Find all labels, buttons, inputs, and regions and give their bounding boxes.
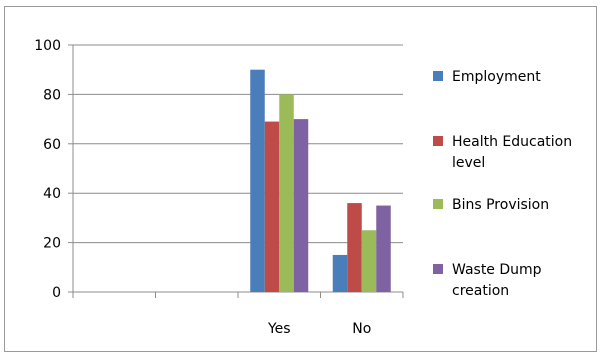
legend-swatch [433, 264, 443, 274]
legend-item: Bins Provision [433, 197, 549, 213]
bar [250, 69, 265, 292]
legend-swatch [433, 136, 443, 146]
legend: Employment Health Education level Bins Prov… [433, 69, 572, 299]
legend-label: Employment [452, 69, 541, 85]
bar [279, 94, 294, 293]
y-tick-label: 0 [52, 285, 61, 301]
legend-item: Waste Dump creation [433, 262, 542, 299]
legend-swatch [433, 71, 443, 81]
bar [361, 230, 377, 292]
y-tick-label: 60 [43, 137, 61, 153]
bar [347, 203, 362, 292]
bar [293, 119, 309, 292]
y-tick-label: 40 [43, 186, 61, 202]
bar [264, 121, 280, 292]
bar [332, 254, 348, 292]
y-tick-label: 100 [34, 38, 61, 54]
y-tick-label: 20 [43, 236, 61, 252]
legend-item: Employment [433, 69, 541, 85]
legend-item: Health Education level [433, 134, 572, 171]
bar [376, 205, 391, 292]
y-tick-label: 80 [43, 87, 61, 103]
bars [250, 69, 391, 293]
legend-label: Bins Provision [452, 197, 549, 213]
x-tick-label: No [352, 321, 371, 337]
y-axis: 0 20 40 60 80 100 [34, 38, 74, 301]
x-axis: Yes No [72, 291, 404, 337]
legend-label: Health Education level [452, 134, 572, 171]
legend-label: Waste Dump creation [452, 262, 542, 299]
x-tick-label: Yes [267, 321, 291, 337]
legend-swatch [433, 199, 443, 209]
